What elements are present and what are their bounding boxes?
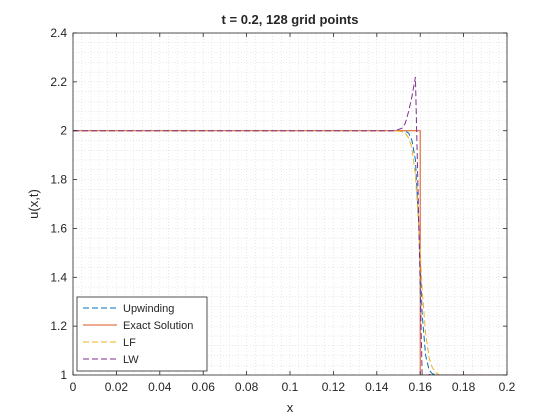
y-tick-label: 2.2 (50, 75, 67, 89)
legend-label: LF (123, 337, 136, 349)
axis-ticks: 0 0.02 0.04 0.06 0.08 0.1 0.12 0.14 0.16 0.18 0.2 1… (50, 26, 515, 394)
series-line-lw (73, 76, 507, 375)
x-tick-label: 0.1 (282, 380, 299, 394)
y-tick-label: 1.8 (50, 173, 67, 187)
chart-title: t = 0.2, 128 grid points (222, 12, 359, 27)
x-axis-label: x (287, 400, 294, 415)
y-tick-label: 1.2 (50, 319, 67, 333)
legend-label: LW (123, 354, 139, 366)
legend-label: Upwinding (123, 303, 174, 315)
legend-box (76, 296, 208, 372)
y-tick-label: 2 (60, 124, 67, 138)
y-tick-label: 2.4 (50, 26, 67, 40)
x-tick-label: 0.02 (105, 380, 129, 394)
x-tick-label: 0.16 (409, 380, 433, 394)
x-tick-label: 0.08 (235, 380, 259, 394)
y-axis-label: u(x,t) (26, 189, 41, 219)
y-tick-label: 1.4 (50, 270, 67, 284)
x-tick-label: 0.06 (192, 380, 216, 394)
legend: Upwinding Exact Solution LF LW (76, 296, 208, 372)
x-tick-label: 0.18 (452, 380, 476, 394)
x-tick-label: 0.04 (148, 380, 172, 394)
series-layer (73, 76, 507, 375)
x-tick-label: 0.2 (499, 380, 516, 394)
y-tick-label: 1.6 (50, 221, 67, 235)
x-tick-label: 0.12 (322, 380, 346, 394)
legend-label: Exact Solution (123, 320, 193, 332)
y-tick-label: 1 (60, 368, 67, 382)
x-tick-label: 0.14 (365, 380, 389, 394)
x-tick-label: 0 (70, 380, 77, 394)
